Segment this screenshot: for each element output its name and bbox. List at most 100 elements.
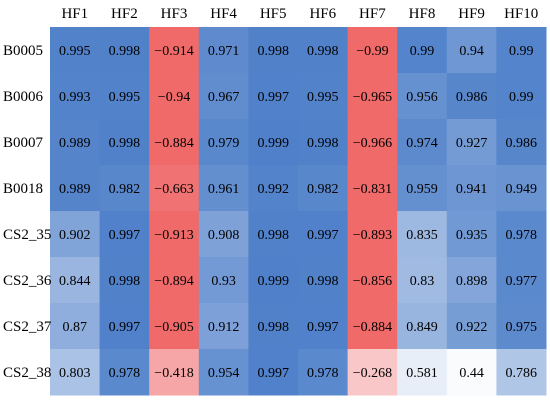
heatmap-cell: [50, 211, 101, 258]
heatmap-cell: [347, 119, 398, 166]
row-label: CS2_37: [3, 319, 52, 335]
heatmap-cell: [446, 73, 497, 120]
cell-value-label: 0.986: [456, 90, 488, 105]
cell-value-label: 0.99: [509, 44, 534, 59]
heatmap-cell: [248, 165, 299, 212]
heatmap-cell: [496, 303, 547, 350]
cell-value-label: −0.905: [154, 320, 193, 335]
cell-value-label: 0.803: [59, 366, 91, 381]
column-label: HF1: [61, 6, 88, 22]
cell-value-label: 0.949: [505, 182, 537, 197]
cell-value-label: −0.418: [154, 366, 193, 381]
cell-value-label: 0.927: [456, 136, 488, 151]
cell-value-label: 0.992: [257, 182, 289, 197]
cell-value-label: 0.912: [208, 320, 240, 335]
heatmap-cell: [347, 303, 398, 350]
column-label: HF3: [161, 6, 188, 22]
cell-value-label: 0.99: [509, 90, 534, 105]
heatmap-cell: [446, 303, 497, 350]
heatmap-cell: [50, 257, 101, 304]
cell-value-label: 0.982: [109, 182, 141, 197]
cell-value-label: 0.997: [109, 228, 141, 243]
cell-value-label: 0.998: [257, 320, 289, 335]
heatmap-cell: [50, 349, 101, 396]
cell-value-label: −0.268: [353, 366, 392, 381]
cell-value-label: 0.999: [257, 274, 289, 289]
cell-value-label: 0.997: [307, 228, 339, 243]
heatmap-cell: [198, 211, 249, 258]
heatmap-cell: [99, 349, 150, 396]
row-label: CS2_35: [3, 227, 51, 243]
cell-value-label: 0.997: [109, 320, 141, 335]
heatmap-cell: [496, 165, 547, 212]
heatmap-cell: [50, 165, 101, 212]
row-label: B0005: [3, 43, 43, 59]
cell-value-label: 0.941: [456, 182, 488, 197]
column-label: HF7: [359, 6, 386, 22]
heatmap-cell: [198, 349, 249, 396]
heatmap-cell: [298, 119, 349, 166]
heatmap-cell: [248, 211, 299, 258]
cell-value-label: 0.974: [406, 136, 438, 151]
heatmap-cell: [496, 211, 547, 258]
cell-value-label: 0.995: [307, 90, 339, 105]
heatmap-cell: [397, 119, 448, 166]
cell-value-label: 0.995: [59, 44, 91, 59]
cell-value-label: 0.993: [59, 90, 91, 105]
heatmap-cell: [347, 73, 398, 120]
cell-value-label: −0.893: [353, 228, 392, 243]
cell-value-label: 0.998: [257, 44, 289, 59]
cell-value-label: −0.99: [356, 44, 388, 59]
row-label: B0006: [3, 89, 44, 105]
heatmap-cell: [496, 257, 547, 304]
heatmap-cell: [397, 257, 448, 304]
heatmap-cell: [397, 211, 448, 258]
cell-value-label: −0.894: [154, 274, 193, 289]
heatmap-cell: [298, 165, 349, 212]
column-label: HF6: [309, 6, 336, 22]
cell-value-label: 0.989: [59, 182, 91, 197]
heatmap-cell: [248, 27, 299, 74]
heatmap-cell: [248, 73, 299, 120]
cell-value-label: 0.786: [505, 366, 537, 381]
cell-value-label: 0.844: [59, 274, 91, 289]
row-label: CS2_38: [3, 365, 51, 381]
cell-value-label: 0.998: [109, 44, 141, 59]
heatmap-cell: [347, 349, 398, 396]
heatmap-cell: [99, 165, 150, 212]
cell-value-label: 0.956: [406, 90, 438, 105]
heatmap-cell: [50, 73, 101, 120]
cell-value-label: −0.913: [154, 228, 193, 243]
column-labels: HF1 HF2 HF3 HF4 HF5 HF6 HF7 HF8 HF9 HF10: [61, 6, 538, 22]
heatmap-cell: [99, 27, 150, 74]
heatmap-cell: [397, 27, 448, 74]
heatmap-cell: [248, 303, 299, 350]
heatmap-cell: [446, 257, 497, 304]
cell-value-label: −0.831: [353, 182, 392, 197]
heatmap-cell: [149, 257, 200, 304]
cell-value-label: 0.959: [406, 182, 438, 197]
heatmap-cell: [149, 211, 200, 258]
heatmap-cell: [248, 119, 299, 166]
heatmap-cell: [149, 27, 200, 74]
heatmap-cell: [298, 211, 349, 258]
cell-value-label: 0.979: [208, 136, 240, 151]
column-label: HF9: [458, 6, 485, 22]
heatmap-cell: [248, 257, 299, 304]
heatmap-cell: [248, 349, 299, 396]
cell-value-label: 0.87: [63, 320, 88, 335]
heatmap-cell: [347, 211, 398, 258]
heatmap-cell: [198, 27, 249, 74]
cell-value-label: 0.835: [406, 228, 438, 243]
cell-value-label: 0.954: [208, 366, 240, 381]
cell-value-label: 0.922: [456, 320, 488, 335]
cell-value-label: 0.998: [257, 228, 289, 243]
cell-value-label: 0.997: [257, 366, 289, 381]
column-label: HF4: [210, 6, 237, 22]
cell-value-label: −0.966: [353, 136, 392, 151]
heatmap-cell: [496, 119, 547, 166]
heatmap-cell: [496, 73, 547, 120]
heatmap-cell: [397, 303, 448, 350]
column-label: HF8: [409, 6, 436, 22]
cell-value-label: −0.884: [353, 320, 392, 335]
